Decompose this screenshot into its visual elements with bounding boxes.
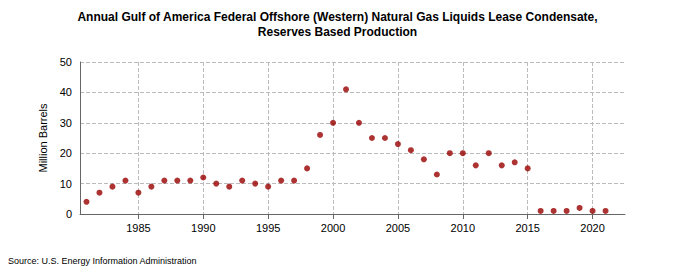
svg-text:40: 40 xyxy=(60,86,72,98)
svg-text:30: 30 xyxy=(60,117,72,129)
svg-text:Million Barrels: Million Barrels xyxy=(37,103,49,173)
svg-text:2010: 2010 xyxy=(451,222,475,234)
svg-text:2005: 2005 xyxy=(386,222,410,234)
svg-text:Source: U.S. Energy Informatio: Source: U.S. Energy Information Administ… xyxy=(8,256,197,266)
svg-text:0: 0 xyxy=(66,208,72,220)
svg-text:1990: 1990 xyxy=(191,222,215,234)
svg-text:1985: 1985 xyxy=(126,222,150,234)
svg-text:2000: 2000 xyxy=(321,222,345,234)
svg-text:2020: 2020 xyxy=(580,222,604,234)
svg-text:10: 10 xyxy=(60,178,72,190)
svg-text:Reserves Based Production: Reserves Based Production xyxy=(258,25,417,39)
svg-text:2015: 2015 xyxy=(515,222,539,234)
svg-text:20: 20 xyxy=(60,147,72,159)
svg-text:50: 50 xyxy=(60,56,72,68)
svg-text:Annual Gulf of America Federal: Annual Gulf of America Federal Offshore … xyxy=(77,10,597,24)
svg-text:1995: 1995 xyxy=(256,222,280,234)
